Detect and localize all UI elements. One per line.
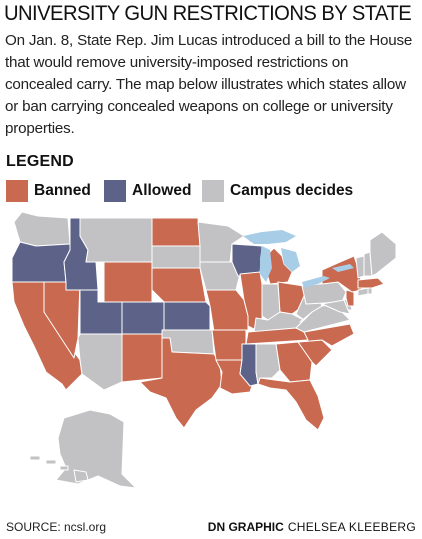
state-tx <box>139 337 223 429</box>
state-nc <box>297 323 355 347</box>
state-mn <box>197 221 245 263</box>
state-fl <box>257 377 325 431</box>
state-ar <box>211 329 247 361</box>
state-ri <box>367 287 373 295</box>
state-ne <box>151 267 207 303</box>
state-nm <box>121 333 165 383</box>
state-nd <box>151 217 201 247</box>
great-lakes <box>243 230 354 288</box>
legend-label-campus-decides: Campus decides <box>230 182 354 199</box>
state-co <box>121 301 165 335</box>
state-or <box>11 241 71 283</box>
legend-swatch-banned <box>6 180 28 202</box>
state-wa <box>13 211 71 247</box>
legend-title: LEGEND <box>6 153 74 170</box>
state-ak <box>55 409 137 489</box>
credit-name: CHELSEA KLEEBERG <box>287 520 416 534</box>
credit-label: DN GRAPHIC <box>207 520 284 534</box>
state-vt <box>355 255 365 279</box>
legend-label-banned: Banned <box>34 182 91 199</box>
legend-label-allowed: Allowed <box>132 182 192 199</box>
legend-swatch-allowed <box>104 180 126 202</box>
state-wy <box>103 261 153 303</box>
state-sd <box>151 245 201 269</box>
state-hi <box>29 455 89 483</box>
intro-text: On Jan. 8, State Rep. Jim Lucas introduc… <box>5 32 413 137</box>
state-ma <box>357 277 385 289</box>
legend-swatch-campus-decides <box>202 180 224 202</box>
state-az <box>77 333 123 391</box>
us-map <box>11 211 397 489</box>
state-md <box>321 299 351 315</box>
state-mt <box>79 217 153 263</box>
state-ks <box>163 301 211 331</box>
state-mo <box>205 289 249 333</box>
graphic-credit: DN GRAPHIC CHELSEA KLEEBERG <box>208 520 416 534</box>
state-nj <box>345 289 355 307</box>
state-ct <box>357 287 369 297</box>
page-title: UNIVERSITY GUN RESTRICTIONS BY STATE <box>4 1 412 25</box>
state-me <box>369 231 397 277</box>
source-note: SOURCE: ncsl.org <box>6 520 107 534</box>
state-wi <box>231 243 263 277</box>
